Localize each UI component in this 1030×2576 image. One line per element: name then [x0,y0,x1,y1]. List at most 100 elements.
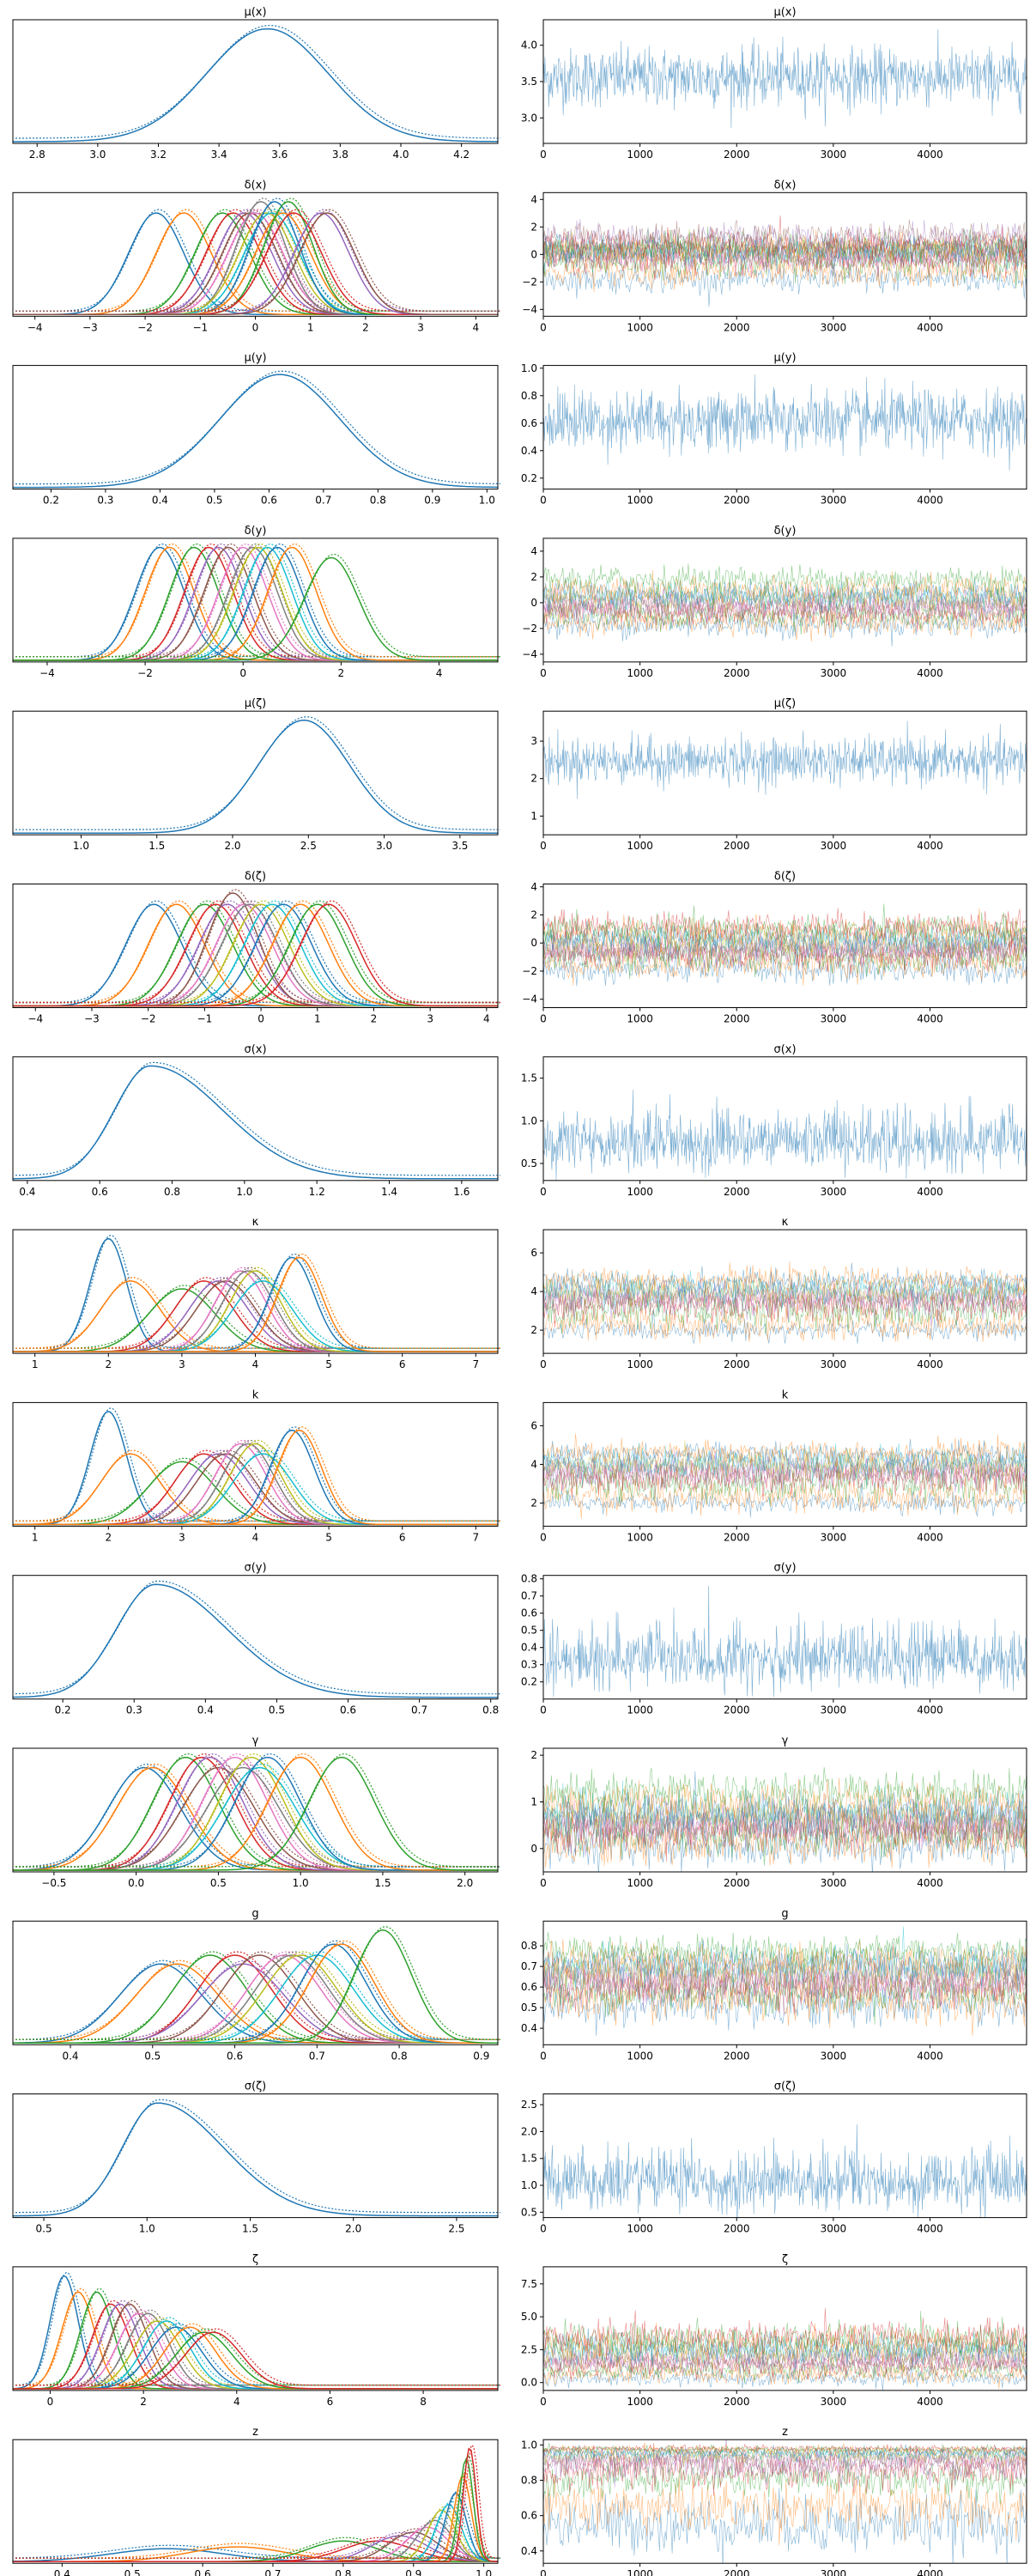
kde-series-chain2-11 [15,543,500,658]
trace-series-4 [543,1794,1027,1856]
kde-series-13 [13,903,498,1007]
trace-ytick-label: 4 [530,881,537,893]
kde-series-11 [13,1429,498,1526]
kde-series-chain2-10 [15,1426,500,1522]
kde-xtick-label: 2.8 [29,149,45,161]
kde-series-11 [13,1256,498,1352]
trace-title: δ(x) [774,179,797,191]
kde-xtick-label: 0.3 [126,1704,142,1716]
kde-title: δ(ζ) [245,871,266,884]
trace-series-1 [543,604,1027,642]
trace-lines [543,2308,1027,2391]
kde-series-9 [13,1766,498,1871]
kde-series-2 [13,212,498,316]
trace-ytick-label: 0.6 [521,417,537,429]
kde-axes-frame [12,2439,499,2564]
trace-series-11 [543,1261,1027,1297]
trace-lines [543,2439,1027,2564]
kde-series-0 [13,2102,498,2217]
trace-xtick-label: 4000 [917,840,943,852]
kde-xtick-label: 2 [105,1358,112,1370]
kde-series-chain2-10 [15,197,500,312]
kde-xtick-label: 1.0 [476,2568,492,2576]
kde-series-11 [13,546,498,661]
trace-ytick-label: −4 [522,993,537,1005]
kde-xtick-label: 0.9 [473,2050,489,2062]
kde-series-9 [13,1453,498,1526]
trace-ytick-label: 2 [530,571,537,583]
trace-series-3 [543,2348,1027,2382]
trace-title: σ(y) [773,1562,796,1575]
kde-title: σ(ζ) [245,2081,266,2093]
trace-xtick-label: 3000 [821,1531,847,1543]
kde-xtick-label: 2 [140,2396,147,2408]
kde-title: k [252,1388,259,1401]
kde-xtick-label: 0.6 [261,495,277,507]
kde-xtick-label: 0.7 [309,2050,325,2062]
trace-xtick-label: 2000 [724,149,750,161]
trace-ytick-label: 0.8 [521,1573,537,1585]
kde-series-chain2-8 [15,1267,500,1349]
kde-series-chain2-4 [15,2531,500,2559]
trace-ytick-label: 7.5 [521,2278,537,2290]
kde-series-chain2-15 [15,209,500,312]
kde-series-chain2-12 [15,1753,500,1868]
kde-xtick-label: 1.5 [242,2223,258,2235]
kde-series-chain2-9 [15,2317,500,2386]
kde-xtick-label: 4.0 [392,149,409,161]
panel-row-7: κ 1 2 3 4 5 6 7 κ 0 1000 2000 3000 4000 2 4 6 [12,1216,1027,1370]
trace-xtick-label: 1000 [627,2396,653,2408]
trace-axes-frame [542,1920,1027,2045]
kde-series-chain2-8 [15,543,500,658]
kde-series-12 [13,1929,499,2044]
trace-axes-frame [542,710,1027,835]
trace-series-12 [543,1932,1027,1971]
trace-xtick-label: 4000 [917,2568,943,2576]
trace-xtick-label: 3000 [821,2050,847,2062]
kde-series-5 [13,892,498,1007]
kde-series-chain2-7 [15,197,500,312]
kde-series-8 [13,546,498,661]
kde-axes-frame [12,538,499,663]
trace-xtick-label: 2000 [724,321,750,333]
kde-xtick-label: 3.8 [332,149,348,161]
trace-title: κ [782,1216,789,1229]
kde-series-chain2-4 [15,1449,500,1522]
kde-series-0 [13,1237,498,1352]
trace-ytick-label: 0.6 [521,2510,537,2522]
trace-axes-frame [542,1056,1027,1182]
trace-series-14 [543,219,1027,255]
kde-series-chain2-4 [15,1959,500,2040]
kde-xtick-label: 3 [179,1358,185,1370]
trace-xtick-label: 2000 [724,495,750,507]
trace-xtick-label: 3000 [821,1186,847,1198]
kde-title: γ [252,1735,259,1747]
trace-xtick-label: 3000 [821,667,847,679]
kde-xtick-label: 0 [252,321,259,333]
kde-xtick-label: 0.0 [128,1877,144,1889]
trace-lines [543,1433,1027,1519]
kde-series-chain2-0 [15,1407,500,1522]
trace-title: g [781,1907,788,1920]
trace-ytick-label: 0.4 [521,2022,537,2034]
trace-xtick-label: 4000 [917,2223,943,2235]
trace-xtick-label: 4000 [917,149,943,161]
kde-series-chain2-12 [15,1926,501,2040]
trace-ytick-label: 6 [530,1419,537,1431]
kde-xtick-label: 0.2 [43,495,59,507]
kde-title: δ(y) [245,525,267,538]
kde-series-chain2-12 [15,900,500,1004]
trace-axes-frame [542,2093,1027,2219]
panel-row-2: μ(y) 0.2 0.3 0.4 0.5 0.6 0.7 0.8 0.9 1.0 μ(y) 0 1000… [12,352,1027,507]
trace-xtick-label: 2000 [724,840,750,852]
trace-ytick-label: 0.3 [521,1659,537,1671]
kde-xtick-label: −4 [39,667,55,679]
kde-xtick-label: 2 [362,321,369,333]
kde-series-5 [13,1766,498,1871]
kde-series-chain2-7 [15,2516,500,2559]
kde-series-5 [13,546,498,661]
kde-xtick-label: 1 [32,1531,39,1543]
kde-series-chain2-0 [15,2271,500,2386]
panel-row-13: ζ 0 2 4 6 8 ζ 0 1000 2000 3000 4000 0.0 2.5 5.0 7.5 [12,2253,1027,2408]
